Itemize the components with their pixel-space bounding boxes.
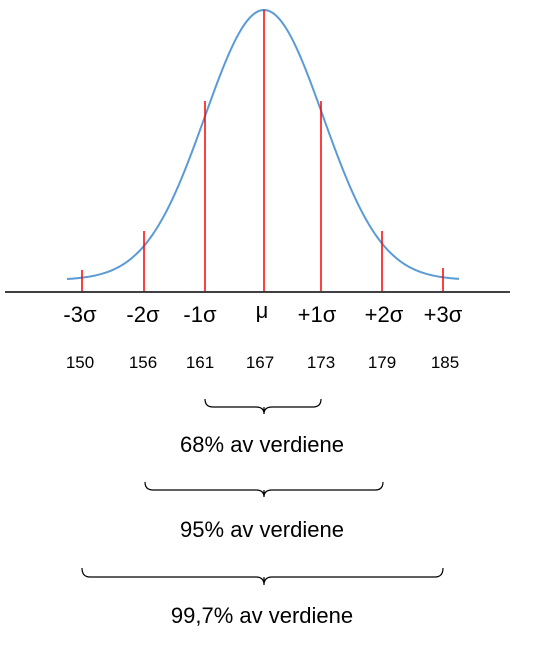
value-label: 167: [246, 353, 274, 372]
brace-label-99-7-percent: 99,7% av verdiene: [171, 603, 353, 628]
value-label: 161: [186, 353, 214, 372]
value-label: 185: [431, 353, 459, 372]
sigma-label: -2σ: [126, 302, 160, 327]
sigma-label: +3σ: [424, 302, 463, 327]
bell-curve: [66, 9, 460, 280]
value-label-row: 150 156 161 167 173 179 185: [66, 353, 459, 372]
brace-99-7-percent: [81, 567, 444, 586]
sigma-label: -1σ: [183, 302, 217, 327]
value-label: 150: [66, 353, 94, 372]
sigma-label: -3σ: [63, 302, 97, 327]
brace-68-percent: [204, 398, 322, 415]
sigma-label-row: -3σ -2σ -1σ μ +1σ +2σ +3σ: [63, 298, 462, 327]
value-label: 156: [129, 353, 157, 372]
value-label: 179: [368, 353, 396, 372]
mean-label: μ: [256, 298, 269, 323]
sigma-markers: [81, 10, 444, 291]
sigma-label: +2σ: [365, 302, 404, 327]
brace-label-95-percent: 95% av verdiene: [180, 517, 344, 542]
value-label: 173: [307, 353, 335, 372]
brace-label-68-percent: 68% av verdiene: [180, 432, 344, 457]
brace-95-percent: [144, 481, 384, 498]
sigma-label: +1σ: [298, 302, 337, 327]
